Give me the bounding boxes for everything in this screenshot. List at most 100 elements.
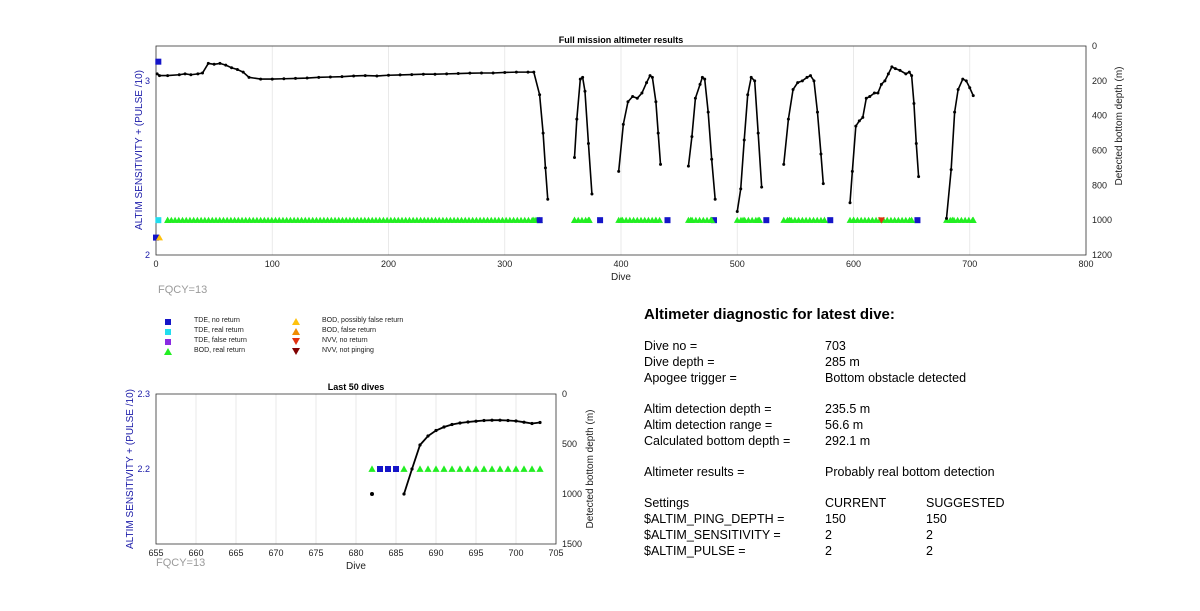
tde-no-return-marker <box>597 217 604 224</box>
depth-point <box>546 197 550 201</box>
depth-point <box>305 76 309 80</box>
depth-point <box>206 61 210 65</box>
depth-point <box>956 88 960 92</box>
full-mission-right-y-ticks: 0 200 400 600 800 1000 1200 <box>1092 41 1112 260</box>
depth-point <box>886 72 890 76</box>
legend-label: NVV, no return <box>322 337 368 344</box>
depth-line-segment <box>617 74 662 172</box>
bod-possibly-false-marker <box>155 234 163 241</box>
bod-real-return-marker <box>164 216 172 223</box>
depth-point <box>961 77 965 81</box>
depth-point <box>861 115 865 119</box>
depth-point <box>387 73 390 77</box>
depth-point <box>746 93 750 97</box>
legend-marker-nvv-no-return <box>292 338 300 345</box>
nvv-no-return-marker <box>877 217 885 224</box>
legend-marker-tde-no-return <box>165 319 171 325</box>
depth-point <box>703 77 707 81</box>
bod-real-return-marker <box>708 216 716 223</box>
depth-point <box>953 110 957 114</box>
depth-point <box>706 110 710 114</box>
setting-name: $ALTIM_SENSITIVITY = <box>644 528 781 542</box>
full-mission-right-y-tick-label: 1200 <box>1092 250 1112 260</box>
tde-no-return-marker <box>763 217 770 224</box>
bod-real-return-marker <box>617 216 625 223</box>
legend-label: BOD, possibly false return <box>322 317 404 324</box>
depth-point <box>786 117 790 121</box>
depth-point <box>363 74 367 78</box>
tde-no-return-marker <box>914 217 921 224</box>
depth-point <box>910 74 914 78</box>
depth-point <box>538 93 542 97</box>
legend-label: BOD, real return <box>194 347 245 354</box>
detection-depth-label: Altim detection depth = <box>644 402 772 416</box>
depth-point <box>819 152 823 156</box>
depth-point <box>796 81 800 85</box>
depth-point <box>700 75 704 79</box>
full-mission-x-tick-label: 0 <box>153 259 158 269</box>
depth-line-segment <box>573 75 593 195</box>
full-mission-right-y-tick-label: 200 <box>1092 76 1107 86</box>
depth-point <box>410 73 414 77</box>
apogee-trigger-label: Apogee trigger = <box>644 371 737 385</box>
depth-line-segment <box>945 78 974 219</box>
setting-current: 150 <box>825 512 846 526</box>
depth-point <box>543 166 547 170</box>
legend-marker-tde-real-return <box>165 329 171 335</box>
suggested-header: SUGGESTED <box>926 496 1005 510</box>
depth-point <box>739 187 743 191</box>
apogee-trigger-value: Bottom obstacle detected <box>825 371 967 385</box>
depth-point <box>815 110 819 114</box>
depth-point <box>964 79 968 83</box>
depth-point <box>503 70 507 74</box>
depth-line-segment <box>782 74 825 184</box>
setting-suggested: 2 <box>926 544 933 558</box>
full-mission-x-axis-label: Dive <box>611 272 631 283</box>
depth-point <box>183 72 187 76</box>
depth-point <box>808 74 812 78</box>
depth-point <box>635 96 639 100</box>
depth-point <box>578 77 582 81</box>
depth-point <box>352 74 356 78</box>
depth-point <box>898 68 902 72</box>
marker-legend: TDE, no return TDE, real return TDE, false… <box>158 317 458 364</box>
fqcy-label-top: FQCY=13 <box>158 284 208 296</box>
legend-label: TDE, no return <box>194 317 240 324</box>
depth-point <box>166 74 170 78</box>
altimeter-results-label: Altimeter results = <box>644 465 745 479</box>
depth-point <box>693 96 697 100</box>
depth-point <box>621 122 625 126</box>
full-mission-x-ticks: 0 100 200 300 400 500 600 700 800 <box>153 259 1093 269</box>
full-mission-marks <box>153 58 977 241</box>
depth-point <box>157 74 161 78</box>
bod-real-return-marker <box>754 216 762 223</box>
full-mission-left-y-axis-label: ALTIM SENSITIVITY + (PULSE /10) <box>134 70 145 230</box>
full-mission-x-tick-label: 700 <box>962 259 977 269</box>
depth-point <box>155 72 159 76</box>
depth-line-segment <box>736 75 763 212</box>
dive-depth-value: 285 m <box>825 355 860 369</box>
legend-marker-nvv-not-pinging <box>292 348 300 355</box>
setting-name: $ALTIM_PING_DEPTH = <box>644 512 785 526</box>
bod-real-return-marker <box>530 216 538 223</box>
depth-point <box>656 131 660 135</box>
setting-name: $ALTIM_PULSE = <box>644 544 746 558</box>
depth-point <box>945 216 948 220</box>
bod-real-return-marker <box>948 216 956 223</box>
tde-real-return-marker <box>155 217 162 224</box>
depth-point <box>904 72 908 76</box>
depth-point <box>907 70 911 74</box>
depth-point <box>648 74 652 78</box>
depth-point <box>398 73 402 77</box>
fqcy-label-bottom: FQCY=13 <box>156 557 206 569</box>
depth-point <box>848 201 852 205</box>
full-mission-x-tick-label: 400 <box>613 259 628 269</box>
depth-point <box>800 79 804 83</box>
depth-point <box>971 94 975 98</box>
bod-real-return-marker <box>969 216 977 223</box>
depth-point <box>177 73 181 77</box>
depth-point <box>650 75 654 79</box>
depth-point <box>749 75 753 79</box>
full-mission-title: Full mission altimeter results <box>559 35 684 45</box>
